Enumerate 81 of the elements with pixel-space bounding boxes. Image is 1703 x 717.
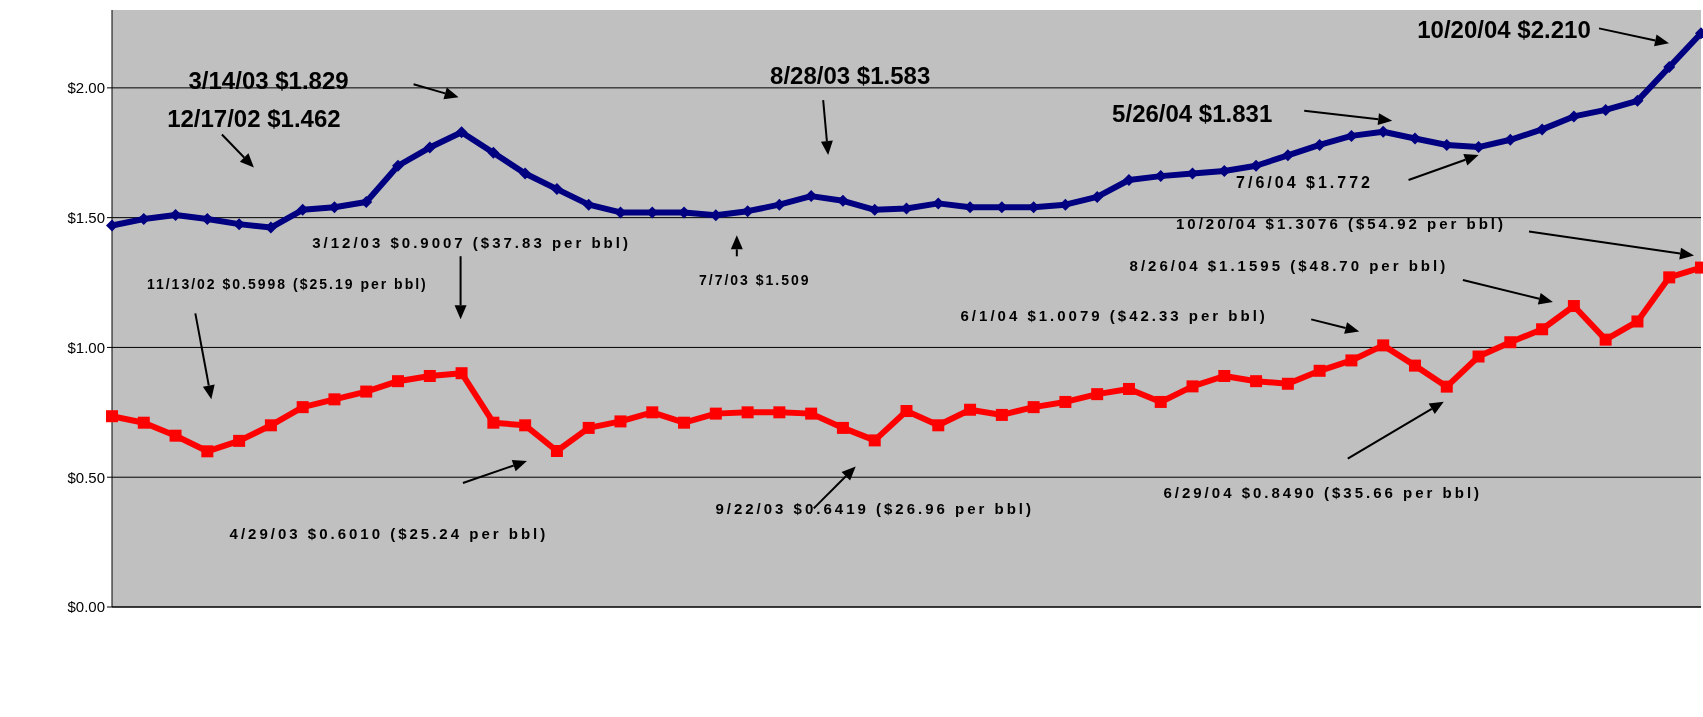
point — [550, 183, 563, 196]
annotation: 4/29/03 $0.6010 ($25.24 per bbl) — [229, 524, 549, 542]
point — [1599, 333, 1612, 346]
point — [1345, 354, 1358, 367]
point — [1504, 336, 1517, 349]
annotation: 9/22/03 $0.6419 ($26.96 per bbl) — [715, 500, 1035, 518]
y-tick-label: $1.50 — [67, 208, 105, 226]
point — [1663, 61, 1676, 74]
point — [1567, 110, 1580, 123]
point — [1536, 123, 1549, 136]
point — [900, 405, 913, 418]
y-tick-label: $2.00 — [67, 79, 105, 97]
point — [614, 415, 627, 428]
point — [1250, 375, 1263, 388]
point — [582, 421, 595, 434]
point — [868, 434, 881, 447]
point — [360, 385, 373, 398]
point — [423, 141, 436, 154]
point — [169, 429, 182, 442]
point — [1154, 395, 1167, 408]
annotation: 5/26/04 $1.831 — [1112, 100, 1273, 128]
annotation: 10/20/04 $1.3076 ($54.92 per bbl) — [1176, 214, 1506, 232]
point — [550, 445, 563, 457]
annotation: 6/29/04 $0.8490 ($35.66 per bbl) — [1163, 483, 1483, 501]
point — [741, 406, 754, 419]
point — [1377, 339, 1390, 352]
point — [964, 403, 977, 416]
point — [296, 401, 309, 414]
point — [392, 375, 405, 388]
point — [233, 434, 246, 447]
point — [1536, 323, 1549, 336]
annotation: 3/12/03 $0.9007 ($37.83 per bbl) — [312, 234, 631, 252]
annotation: 7/6/04 $1.772 — [1236, 174, 1373, 192]
y-tick-label: $0.00 — [67, 598, 105, 616]
point — [455, 126, 468, 139]
annotation: 11/13/02 $0.5998 ($25.19 per bbl) — [146, 276, 428, 293]
point — [1313, 364, 1326, 377]
point — [328, 393, 341, 406]
annotation: 8/26/04 $1.1595 ($48.70 per bbl) — [1129, 257, 1449, 274]
point — [1122, 382, 1135, 395]
point — [932, 419, 945, 432]
point — [995, 408, 1008, 421]
y-tick-label: $0.50 — [67, 468, 105, 486]
annotation: 7/7/03 $1.509 — [699, 272, 811, 289]
point — [836, 421, 849, 434]
point — [106, 410, 118, 423]
point — [106, 219, 118, 232]
point — [1218, 369, 1231, 382]
point — [1440, 380, 1453, 393]
point — [1472, 350, 1485, 363]
point — [709, 407, 722, 420]
point — [1091, 388, 1104, 401]
point — [1631, 315, 1644, 328]
annotation: 10/20/04 $2.210 — [1417, 15, 1591, 43]
point — [137, 416, 150, 429]
point — [423, 369, 436, 382]
point — [1186, 380, 1199, 393]
annotation: 12/17/02 $1.462 — [167, 104, 341, 132]
point — [1631, 94, 1644, 107]
point — [1408, 359, 1421, 372]
point — [1281, 377, 1294, 390]
point — [1663, 271, 1676, 284]
point — [519, 419, 532, 432]
point — [264, 419, 277, 432]
point — [487, 146, 500, 159]
point — [805, 407, 818, 420]
annotation: 3/14/03 $1.829 — [188, 66, 349, 94]
point — [773, 406, 786, 419]
point — [519, 167, 532, 180]
point — [1027, 401, 1040, 414]
point — [455, 367, 468, 380]
point — [392, 159, 405, 172]
annotation: 6/1/04 $1.0079 ($42.33 per bbl) — [960, 307, 1268, 325]
point — [1567, 300, 1580, 313]
y-tick-label: $1.00 — [67, 338, 105, 356]
point — [678, 416, 691, 429]
point — [487, 416, 500, 429]
annotation: 8/28/03 $1.583 — [770, 62, 931, 90]
point — [201, 445, 214, 458]
point — [1059, 395, 1072, 408]
point — [646, 406, 659, 419]
